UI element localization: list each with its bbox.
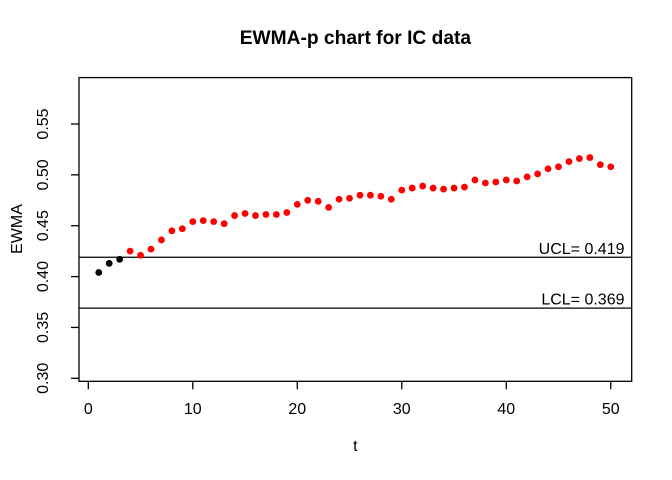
ewma-point	[126, 247, 134, 255]
ewma-point	[105, 259, 113, 267]
ewma-point	[168, 227, 176, 235]
ewma-point	[304, 196, 312, 204]
ewma-point	[199, 217, 207, 225]
ewma-point	[419, 182, 427, 190]
ewma-point	[262, 211, 270, 218]
ewma-point	[178, 225, 186, 233]
ewma-point	[429, 184, 437, 192]
ewma-point	[158, 236, 165, 244]
y-tick-label: 0.45	[35, 210, 52, 241]
ewma-point	[471, 176, 479, 184]
ewma-point	[335, 195, 343, 203]
y-tick-label: 0.55	[35, 108, 52, 139]
x-axis: 0 10 20 30 40 50	[84, 381, 620, 418]
ewma-point	[252, 212, 259, 219]
ewma-point	[283, 209, 291, 216]
lcl-label: LCL= 0.369	[541, 292, 624, 309]
ewma-point	[314, 197, 322, 205]
ewma-point	[565, 158, 573, 166]
ewma-point	[387, 195, 395, 203]
ewma-point	[210, 218, 218, 226]
y-tick-label: 0.30	[35, 363, 52, 394]
ewma-point	[272, 211, 280, 218]
ewma-point	[231, 212, 238, 219]
ewma-point	[576, 155, 583, 162]
ewma-point	[367, 191, 374, 199]
ewma-point	[356, 191, 364, 199]
ewma-point	[147, 245, 155, 253]
ewma-point	[607, 163, 615, 171]
y-axis: 0.30 0.35 0.40 0.45 0.50 0.55	[35, 108, 79, 394]
plot-box	[78, 76, 633, 382]
ewma-point	[450, 184, 458, 192]
data-points	[95, 154, 615, 276]
x-axis-label: t	[353, 438, 358, 455]
ewma-point	[189, 218, 197, 226]
ewma-point	[502, 176, 510, 184]
x-tick-label: 30	[393, 401, 411, 418]
ewma-point	[523, 173, 531, 181]
y-tick-label: 0.50	[35, 159, 52, 190]
ewma-point	[346, 194, 353, 202]
x-tick-label: 40	[497, 401, 515, 418]
ewma-point	[398, 186, 406, 194]
y-axis-label: EWMA	[9, 204, 26, 254]
ewma-point	[440, 185, 447, 193]
chart-title: EWMA-p chart for IC data	[240, 28, 472, 49]
ewma-point	[596, 161, 604, 169]
x-tick-label: 50	[602, 401, 620, 418]
ewma-point	[116, 255, 124, 263]
ewma-point	[137, 251, 144, 259]
ewma-point	[408, 184, 416, 192]
y-tick-label: 0.35	[35, 312, 52, 343]
ewma-point	[534, 170, 542, 178]
ewma-point	[293, 200, 301, 208]
ewma-point	[95, 269, 103, 276]
ewma-point	[461, 183, 468, 191]
ewma-point	[377, 192, 385, 200]
ewma-point	[492, 178, 500, 186]
ewma-point	[325, 204, 333, 211]
ewma-point	[544, 165, 552, 173]
y-tick-label: 0.40	[35, 261, 52, 292]
ewma-point	[586, 154, 594, 161]
x-tick-label: 0	[84, 401, 93, 418]
ewma-point	[241, 210, 249, 217]
ewma-point	[555, 163, 562, 171]
ewma-point	[513, 177, 521, 185]
x-tick-label: 10	[184, 401, 202, 418]
control-limit-lines	[79, 256, 632, 309]
ewma-point	[220, 220, 228, 228]
ucl-label: UCL= 0.419	[539, 241, 625, 258]
x-tick-label: 20	[288, 401, 306, 418]
ewma-point	[481, 179, 489, 187]
